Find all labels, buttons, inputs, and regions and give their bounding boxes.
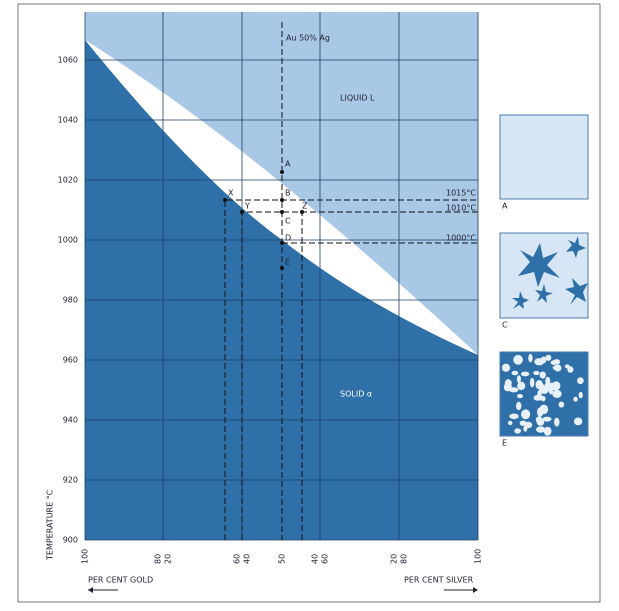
grain xyxy=(567,366,573,373)
grain xyxy=(533,371,539,375)
grain xyxy=(542,417,551,422)
x-tick-label: 100 xyxy=(81,549,90,564)
left-arrowhead xyxy=(88,587,93,593)
grain xyxy=(534,358,544,365)
grain xyxy=(525,422,533,428)
x-tick-label: 20 xyxy=(390,554,399,564)
point-label: A xyxy=(285,160,291,169)
grain xyxy=(515,357,519,361)
grain xyxy=(552,381,561,390)
x-right-label: PER CENT SILVER xyxy=(404,576,474,585)
x-tick-label: 40 xyxy=(311,554,320,564)
point-label: C xyxy=(285,217,291,226)
grain xyxy=(517,394,523,398)
panel-label: A xyxy=(502,202,508,211)
y-tick-label: 1000 xyxy=(58,236,78,245)
point-label: Z xyxy=(302,202,308,211)
grain xyxy=(551,360,557,365)
grain xyxy=(530,378,534,388)
grain xyxy=(553,365,561,370)
y-tick-label: 1060 xyxy=(58,56,78,65)
x-tick-label: 60 xyxy=(233,554,242,564)
grain xyxy=(528,354,532,362)
y-tick-label: 1040 xyxy=(58,116,78,125)
y-tick-label: 920 xyxy=(63,476,78,485)
y-axis-title: TEMPERATURE °C xyxy=(46,489,55,561)
point-label: B xyxy=(285,189,291,198)
panel-label: C xyxy=(502,321,508,330)
x-tick-label: 80 xyxy=(154,554,163,564)
y-tick-label: 1020 xyxy=(58,176,78,185)
grain xyxy=(577,377,584,384)
composition-label: Au 50% Ag xyxy=(286,34,330,43)
temp-label: 1015°C xyxy=(446,189,476,198)
y-tick-label: 960 xyxy=(63,356,78,365)
grain xyxy=(574,417,582,425)
point-label: E xyxy=(285,258,290,267)
y-tick-label: 980 xyxy=(63,296,78,305)
grain xyxy=(517,375,521,383)
grain xyxy=(514,428,521,433)
grain xyxy=(579,392,583,398)
temp-label: 1010°C xyxy=(446,204,476,213)
grain xyxy=(554,418,559,427)
grain xyxy=(540,372,546,379)
point-label: X xyxy=(228,189,234,198)
panel-label: E xyxy=(502,439,507,448)
panel-a xyxy=(500,115,588,199)
grain xyxy=(502,364,510,372)
x-tick-label: 80 xyxy=(400,554,409,564)
point-label: Y xyxy=(244,202,250,211)
grain xyxy=(508,421,512,425)
y-tick-label: 940 xyxy=(63,416,78,425)
grain xyxy=(540,386,549,394)
solid-label: SOLID α xyxy=(340,390,372,399)
liquid-label: LIQUID L xyxy=(340,94,375,103)
x-tick-label: 60 xyxy=(321,554,330,564)
y-tick-label: 900 xyxy=(63,536,78,545)
grain xyxy=(505,379,512,389)
grain xyxy=(559,401,565,407)
grain xyxy=(517,382,525,390)
right-arrowhead xyxy=(473,587,478,593)
grain xyxy=(521,409,530,419)
temp-label: 1000°C xyxy=(446,234,476,243)
grain xyxy=(536,396,545,401)
grain xyxy=(573,397,578,402)
x-tick-label: 40 xyxy=(243,554,252,564)
grain xyxy=(521,372,529,377)
x-left-label: PER CENT GOLD xyxy=(88,576,153,585)
x-tick-label: 100 xyxy=(474,549,483,564)
grain xyxy=(552,390,561,398)
grain xyxy=(509,413,518,419)
grain xyxy=(539,405,548,414)
grain xyxy=(512,371,519,376)
phase-diagram: Au 50% Ag LIQUID L SOLID α X Y Z A B C D… xyxy=(0,0,619,607)
point-label: D xyxy=(285,234,291,243)
x-tick-label: 50 xyxy=(278,554,287,564)
x-tick-label: 20 xyxy=(164,554,173,564)
grain xyxy=(516,402,521,410)
grain xyxy=(544,427,552,436)
